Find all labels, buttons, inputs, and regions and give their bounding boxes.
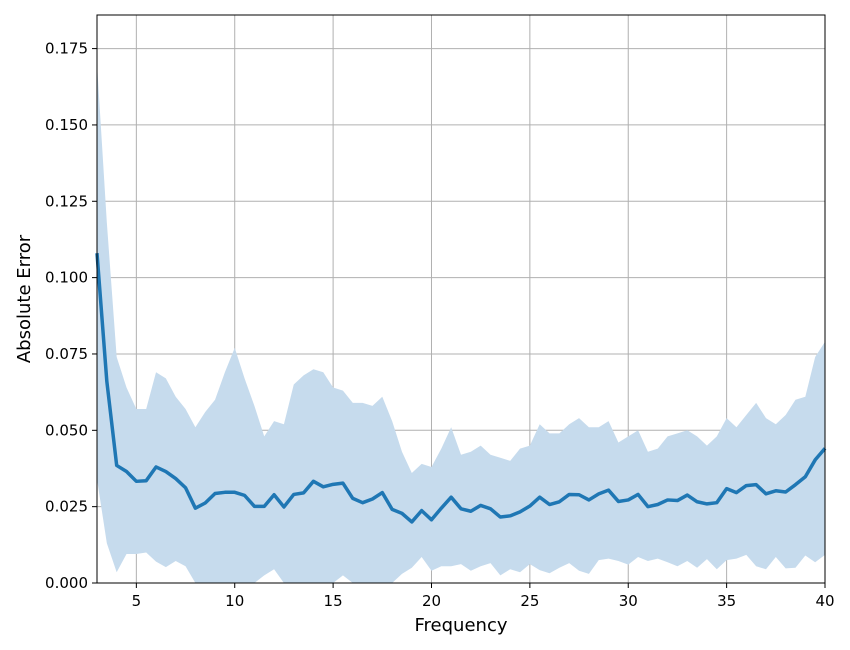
- axis-ticks: 5 10 15 20 25 30 35 40 0.000 0.025 0.050 0.075 0.100…: [45, 40, 835, 610]
- y-tick-label: 0.150: [45, 116, 88, 134]
- x-tick-label: 15: [324, 592, 343, 610]
- x-tick-label: 35: [717, 592, 736, 610]
- x-axis-label: Frequency: [415, 615, 508, 636]
- y-tick-label: 0.000: [45, 574, 88, 592]
- y-tick-label: 0.175: [45, 40, 88, 58]
- y-tick-label: 0.100: [45, 269, 88, 287]
- x-tick-label: 10: [225, 592, 244, 610]
- x-tick-label: 30: [619, 592, 638, 610]
- series-line: [95, 253, 827, 524]
- y-axis-label: Absolute Error: [14, 234, 35, 363]
- x-tick-label: 25: [520, 592, 539, 610]
- y-tick-label: 0.025: [45, 498, 88, 516]
- x-tick-label: 20: [422, 592, 441, 610]
- y-tick-label: 0.050: [45, 421, 88, 439]
- error-band: [97, 63, 825, 584]
- plot-frame: [96, 14, 826, 584]
- x-tick-label: 5: [132, 592, 142, 610]
- x-tick-label: 40: [815, 592, 834, 610]
- y-tick-label: 0.075: [45, 345, 88, 363]
- y-tick-label: 0.125: [45, 192, 88, 210]
